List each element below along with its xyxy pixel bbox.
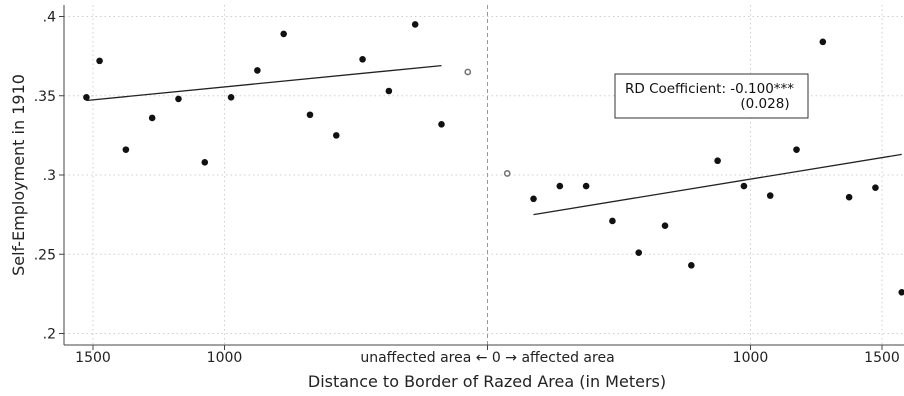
- data-point: [332, 132, 340, 139]
- x-tick-label-3: 1000: [733, 350, 769, 366]
- data-point: [766, 192, 774, 199]
- data-point: [793, 146, 800, 153]
- x-axis-ticks: 1500 1000 unaffected area ← 0 → affected a…: [75, 345, 900, 366]
- hollow-point: [464, 68, 472, 76]
- data-point: [411, 21, 419, 28]
- annotation-coefficient: RD Coefficient: -0.100***: [625, 81, 794, 97]
- data-point: [845, 193, 853, 201]
- y-tick-label-4: .4: [43, 10, 56, 26]
- y-axis-ticks: .2 .25 .3 .35 .4: [34, 10, 64, 343]
- data-point: [148, 114, 156, 122]
- y-tick-label-0: .2: [43, 327, 56, 343]
- data-point: [898, 288, 904, 296]
- data-point: [280, 30, 287, 38]
- data-point: [306, 111, 314, 119]
- data-point: [175, 95, 182, 103]
- data-point: [201, 159, 209, 166]
- data-point: [83, 94, 90, 101]
- data-point: [385, 87, 393, 95]
- data-point: [740, 182, 748, 190]
- data-point: [714, 157, 721, 165]
- data-point: [122, 146, 130, 153]
- data-point: [227, 94, 235, 101]
- x-tick-label-1: 1000: [207, 350, 243, 366]
- x-axis-title: Distance to Border of Razed Area (in Met…: [308, 372, 666, 391]
- annotation-std-error: (0.028): [740, 96, 789, 112]
- y-tick-label-2: .3: [43, 168, 56, 184]
- x-tick-label-0: 1500: [75, 350, 111, 366]
- data-point: [819, 38, 827, 46]
- rd-annotation: RD Coefficient: -0.100*** (0.028): [614, 73, 809, 119]
- fit-line-0: [86, 64, 442, 102]
- grid-lines: [64, 5, 904, 345]
- data-point: [530, 195, 537, 203]
- data-point: [254, 67, 261, 74]
- data-point: [96, 57, 103, 65]
- data-points: [83, 21, 904, 296]
- data-point: [661, 222, 669, 230]
- fit-line-1: [533, 153, 902, 216]
- x-tick-label-2: unaffected area ← 0 → affected area: [360, 350, 614, 366]
- data-point: [359, 55, 366, 63]
- data-point: [872, 184, 879, 191]
- y-tick-label-3: .35: [34, 89, 56, 105]
- hollow-point: [503, 170, 511, 177]
- data-point: [438, 120, 445, 128]
- data-point: [635, 249, 643, 256]
- data-point: [556, 182, 564, 190]
- data-point: [609, 217, 616, 225]
- data-point: [582, 182, 590, 190]
- y-axis-title: Self-Employment in 1910: [9, 74, 28, 276]
- x-tick-label-4: 1500: [864, 350, 900, 366]
- y-tick-label-1: .25: [34, 247, 56, 263]
- annotation-box: [614, 73, 809, 119]
- fit-lines: [86, 64, 902, 216]
- data-point: [688, 262, 695, 269]
